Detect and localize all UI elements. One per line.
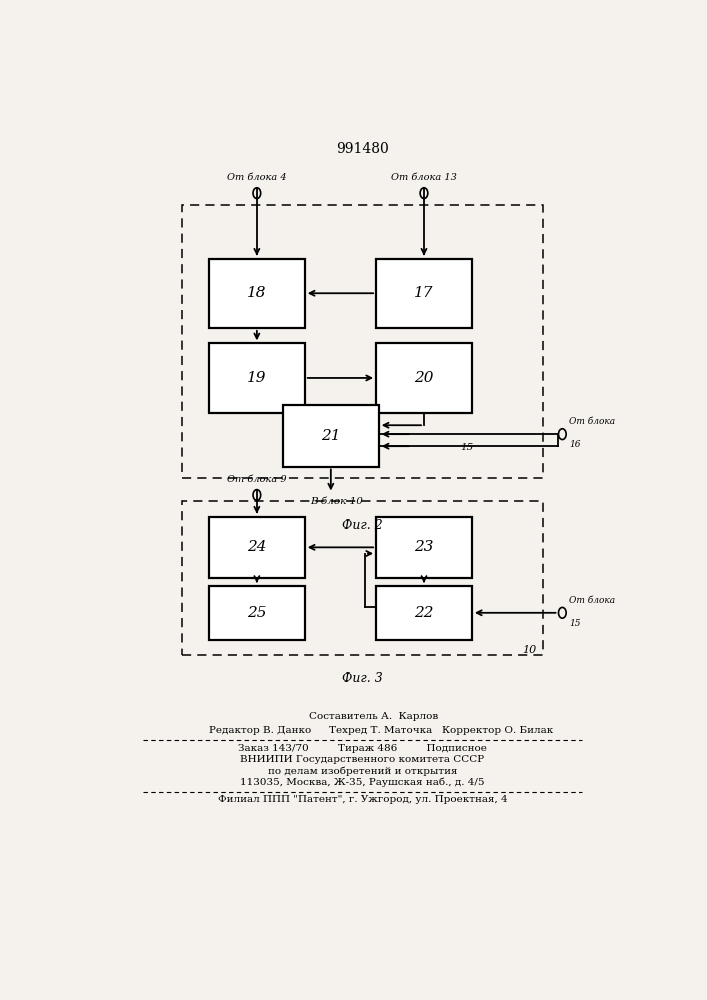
Text: Фиг. 2: Фиг. 2 bbox=[342, 519, 382, 532]
Text: 18: 18 bbox=[247, 286, 267, 300]
Text: Редактор В. Данко: Редактор В. Данко bbox=[209, 726, 311, 735]
Text: 10: 10 bbox=[522, 645, 537, 655]
Text: Филиал ППП "Патент", г. Ужгород, ул. Проектная, 4: Филиал ППП "Патент", г. Ужгород, ул. Про… bbox=[218, 795, 507, 804]
Text: 21: 21 bbox=[321, 429, 341, 443]
Text: От блока 4: От блока 4 bbox=[227, 173, 286, 182]
Text: ВНИИПИ Государственного комитета СССР: ВНИИПИ Государственного комитета СССР bbox=[240, 755, 484, 764]
Bar bbox=[376, 259, 472, 328]
Bar bbox=[182, 205, 543, 478]
Bar bbox=[209, 586, 305, 640]
Text: Составитель А.  Карлов: Составитель А. Карлов bbox=[309, 712, 438, 721]
Text: 113035, Москва, Ж-35, Раушская наб., д. 4/5: 113035, Москва, Ж-35, Раушская наб., д. … bbox=[240, 777, 484, 787]
Text: От блока 13: От блока 13 bbox=[391, 173, 457, 182]
Text: 16: 16 bbox=[569, 440, 580, 449]
Text: От блока: От блока bbox=[569, 417, 615, 426]
Bar bbox=[376, 586, 472, 640]
Text: В блок 10: В блок 10 bbox=[310, 497, 363, 506]
Text: 19: 19 bbox=[247, 371, 267, 385]
Text: 24: 24 bbox=[247, 540, 267, 554]
Text: 23: 23 bbox=[414, 540, 433, 554]
Text: От блока: От блока bbox=[569, 596, 615, 605]
Text: 20: 20 bbox=[414, 371, 433, 385]
Bar bbox=[209, 517, 305, 578]
Bar bbox=[209, 259, 305, 328]
Text: От блока 9: От блока 9 bbox=[227, 475, 286, 484]
Text: по делам изобретений и открытия: по делам изобретений и открытия bbox=[267, 766, 457, 776]
Bar bbox=[376, 517, 472, 578]
Text: 15: 15 bbox=[460, 443, 473, 452]
Text: Техред Т. Маточка   Корректор О. Билак: Техред Т. Маточка Корректор О. Билак bbox=[329, 726, 554, 735]
Text: 15: 15 bbox=[569, 619, 580, 628]
Bar bbox=[182, 501, 543, 655]
Text: 991480: 991480 bbox=[336, 142, 389, 156]
Text: Фиг. 3: Фиг. 3 bbox=[342, 672, 382, 685]
Text: 17: 17 bbox=[414, 286, 433, 300]
Text: 25: 25 bbox=[247, 606, 267, 620]
Bar bbox=[283, 405, 379, 466]
Text: 22: 22 bbox=[414, 606, 433, 620]
Text: Заказ 143/70         Тираж 486         Подписное: Заказ 143/70 Тираж 486 Подписное bbox=[238, 744, 487, 753]
Bar bbox=[209, 343, 305, 413]
Bar bbox=[376, 343, 472, 413]
